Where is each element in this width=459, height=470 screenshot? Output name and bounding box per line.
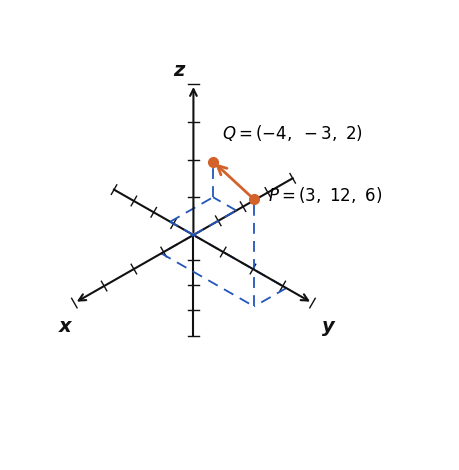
Text: x: x xyxy=(59,317,71,336)
Text: $Q = (-4,\ -3,\ 2)$: $Q = (-4,\ -3,\ 2)$ xyxy=(222,123,363,143)
Text: $P = (3,\ 12,\ 6)$: $P = (3,\ 12,\ 6)$ xyxy=(267,185,381,205)
Text: z: z xyxy=(173,61,184,79)
Text: y: y xyxy=(321,317,334,336)
